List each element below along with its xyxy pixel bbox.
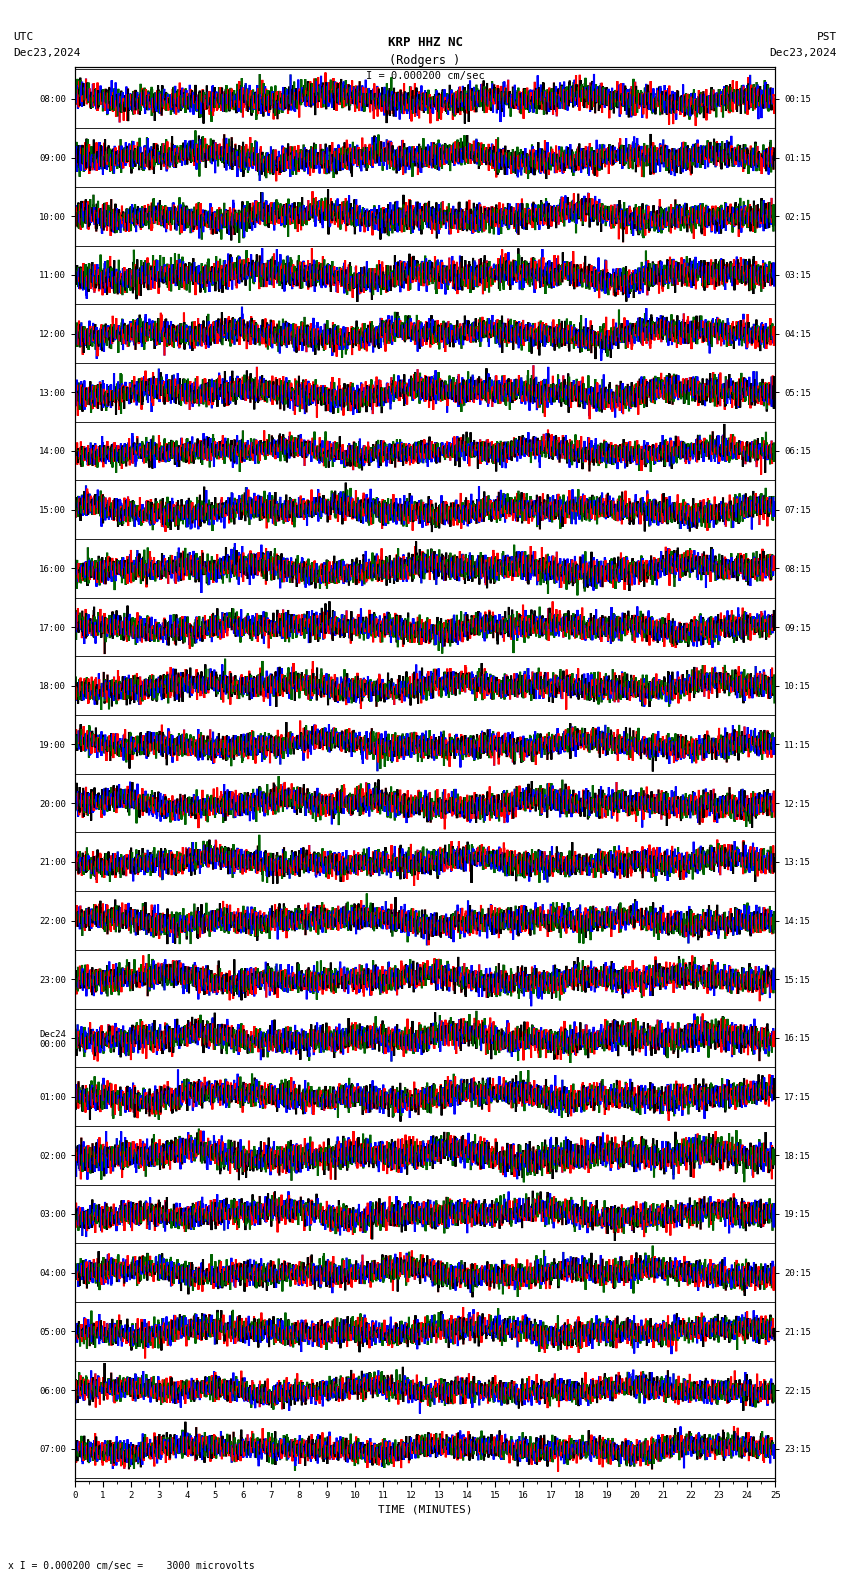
Text: I = 0.000200 cm/sec: I = 0.000200 cm/sec — [366, 71, 484, 81]
Text: Dec23,2024: Dec23,2024 — [770, 48, 837, 57]
Text: (Rodgers ): (Rodgers ) — [389, 54, 461, 67]
X-axis label: TIME (MINUTES): TIME (MINUTES) — [377, 1505, 473, 1514]
Text: UTC: UTC — [13, 32, 33, 41]
Text: x I = 0.000200 cm/sec =    3000 microvolts: x I = 0.000200 cm/sec = 3000 microvolts — [8, 1562, 255, 1571]
Text: Dec23,2024: Dec23,2024 — [13, 48, 80, 57]
Text: PST: PST — [817, 32, 837, 41]
Text: KRP HHZ NC: KRP HHZ NC — [388, 36, 462, 49]
